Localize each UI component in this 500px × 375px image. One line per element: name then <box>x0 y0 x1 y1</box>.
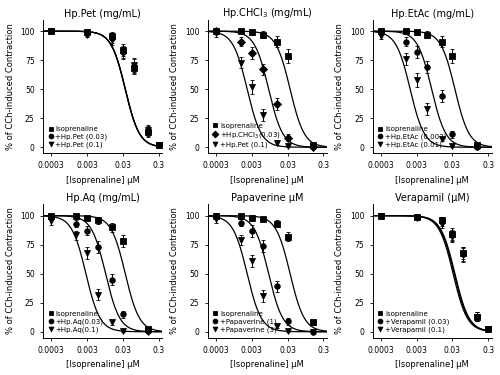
Title: Hp.Pet (mg/mL): Hp.Pet (mg/mL) <box>64 9 141 19</box>
Y-axis label: % of CCh-induced Contraction: % of CCh-induced Contraction <box>6 23 15 150</box>
Y-axis label: % of CCh-induced Contraction: % of CCh-induced Contraction <box>6 207 15 334</box>
Legend: Isoprenaline, +Hp.Aq(0.03), +Hp.Aq(0.1): Isoprenaline, +Hp.Aq(0.03), +Hp.Aq(0.1) <box>46 309 105 334</box>
X-axis label: [Isoprenaline] μM: [Isoprenaline] μM <box>396 176 469 185</box>
Y-axis label: % of CCh-induced Contraction: % of CCh-induced Contraction <box>170 207 179 334</box>
Legend: Isoprenaline, +Papaverine (1), +Papaverine (3): Isoprenaline, +Papaverine (1), +Papaveri… <box>211 309 278 334</box>
Title: Hp.Aq (mg/mL): Hp.Aq (mg/mL) <box>66 193 140 203</box>
Y-axis label: % of CCh-induced Contraction: % of CCh-induced Contraction <box>170 23 179 150</box>
Legend: Isoprenaline, +Hp.Pet (0.03), +Hp.Pet (0.1): Isoprenaline, +Hp.Pet (0.03), +Hp.Pet (0… <box>46 125 109 150</box>
Legend: Isoprenaline, +Hp.CHCl$_3$(0.03), +Hp.Pet (0.1): Isoprenaline, +Hp.CHCl$_3$(0.03), +Hp.Pe… <box>211 122 282 150</box>
Y-axis label: % of CCh-induced Contraction: % of CCh-induced Contraction <box>335 23 344 150</box>
Legend: Isoprenaline, +Verapamil (0.03), +Verapamil (0.1): Isoprenaline, +Verapamil (0.03), +Verapa… <box>376 309 451 334</box>
X-axis label: [Isoprenaline] μM: [Isoprenaline] μM <box>66 176 140 185</box>
X-axis label: [Isoprenaline] μM: [Isoprenaline] μM <box>230 176 304 185</box>
Y-axis label: % of CCh-induced Contraction: % of CCh-induced Contraction <box>335 207 344 334</box>
Title: Papaverine μM: Papaverine μM <box>231 193 304 203</box>
Title: Hp.CHCl$_3$ (mg/mL): Hp.CHCl$_3$ (mg/mL) <box>222 6 312 20</box>
Title: Hp.EtAc (mg/mL): Hp.EtAc (mg/mL) <box>390 9 474 19</box>
Title: Verapamil (μM): Verapamil (μM) <box>395 193 469 203</box>
X-axis label: [Isoprenaline] μM: [Isoprenaline] μM <box>66 360 140 369</box>
X-axis label: [Isoprenaline] μM: [Isoprenaline] μM <box>396 360 469 369</box>
Legend: Isoprenaline, +Hp.EtAc (0.003), +Hp.EtAc (0.01): Isoprenaline, +Hp.EtAc (0.003), +Hp.EtAc… <box>376 125 448 150</box>
X-axis label: [Isoprenaline] μM: [Isoprenaline] μM <box>230 360 304 369</box>
